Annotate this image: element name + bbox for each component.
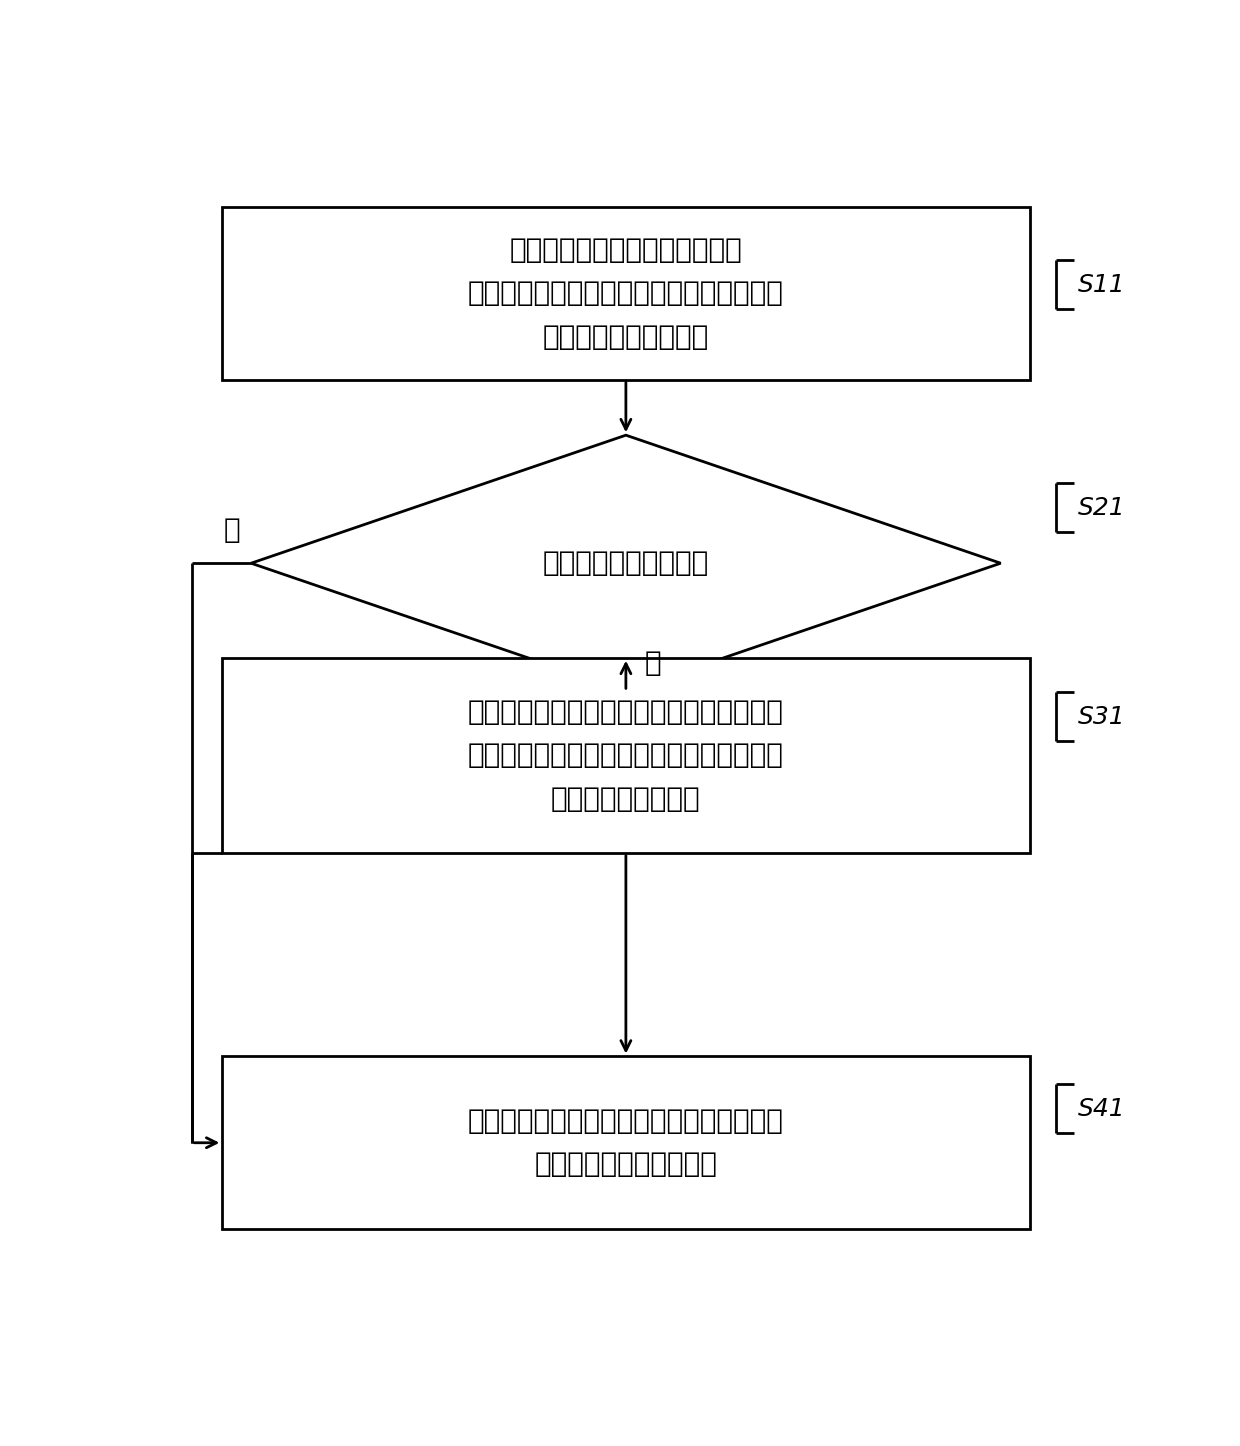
Polygon shape <box>250 435 1001 691</box>
Text: S41: S41 <box>1078 1098 1125 1121</box>
Text: S21: S21 <box>1078 496 1125 519</box>
Text: 关闭土舱保压系统及土舱进气管路上的各阀
门，以使土舱内充满泥浆: 关闭土舱保压系统及土舱进气管路上的各阀 门，以使土舱内充满泥浆 <box>467 1108 784 1178</box>
Bar <box>222 207 1029 379</box>
Text: S11: S11 <box>1078 273 1125 296</box>
Text: 开启土舱保压系统及土舱进气管路上的各阀
门，以使土舱上部为压缩空气，通过土舱进
浆管对刀盘进行冲刷: 开启土舱保压系统及土舱进气管路上的各阀 门，以使土舱上部为压缩空气，通过土舱进 … <box>467 698 784 813</box>
Bar <box>222 658 1029 853</box>
Text: 是: 是 <box>645 649 662 677</box>
Text: 判断土层特性是否稳定: 判断土层特性是否稳定 <box>543 549 709 577</box>
Text: 否: 否 <box>223 516 241 544</box>
Text: S31: S31 <box>1078 704 1125 729</box>
Text: 探测盾构掘进区域的土层特性，
其中，土层特性具体包括：土层黏性、土层
自稳定性及断层破碎带: 探测盾构掘进区域的土层特性， 其中，土层特性具体包括：土层黏性、土层 自稳定性及… <box>467 236 784 350</box>
Bar <box>222 1057 1029 1229</box>
